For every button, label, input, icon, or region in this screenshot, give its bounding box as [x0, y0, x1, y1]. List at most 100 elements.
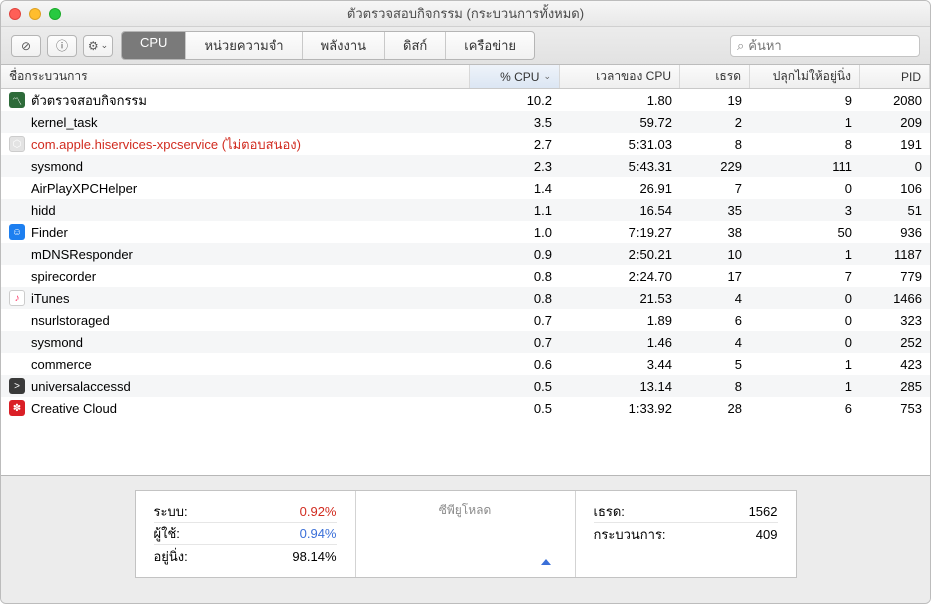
cell-idlewake: 111: [750, 159, 860, 174]
cell-idlewake: 0: [750, 181, 860, 196]
cell-cpu: 10.2: [470, 93, 560, 108]
process-table: ชื่อกระบวนการ % CPU ⌄ เวลาของ CPU เธรด ป…: [1, 65, 930, 475]
table-row[interactable]: sysmond0.71.4640252: [1, 331, 930, 353]
col-pid[interactable]: PID: [860, 65, 930, 88]
cell-idlewake: 0: [750, 313, 860, 328]
table-row[interactable]: nsurlstoraged0.71.8960323: [1, 309, 930, 331]
process-icon: [9, 334, 25, 350]
cell-cpu: 0.7: [470, 313, 560, 328]
table-row[interactable]: AirPlayXPCHelper1.426.9170106: [1, 177, 930, 199]
search-field[interactable]: ⌕: [730, 35, 920, 57]
process-name-text: sysmond: [31, 335, 83, 350]
threads-label: เธรด:: [594, 501, 625, 522]
tab-2[interactable]: พลังงาน: [303, 32, 385, 59]
cell-cpu: 0.6: [470, 357, 560, 372]
cell-cpu: 0.9: [470, 247, 560, 262]
col-cpu-percent[interactable]: % CPU ⌄: [470, 65, 560, 88]
graph-title: ซีพียูโหลด: [439, 501, 492, 520]
cell-time: 1.89: [560, 313, 680, 328]
table-row[interactable]: ⬡com.apple.hiservices-xpcservice (ไม่ตอบ…: [1, 133, 930, 155]
process-icon: [9, 158, 25, 174]
table-row[interactable]: kernel_task3.559.7221209: [1, 111, 930, 133]
process-icon: [9, 356, 25, 372]
cell-time: 3.44: [560, 357, 680, 372]
idle-value: 98.14%: [292, 549, 336, 564]
table-row[interactable]: sysmond2.35:43.312291110: [1, 155, 930, 177]
table-row[interactable]: ✽Creative Cloud0.51:33.92286753: [1, 397, 930, 419]
cell-idlewake: 8: [750, 137, 860, 152]
cell-idlewake: 0: [750, 291, 860, 306]
cell-process-name: commerce: [1, 356, 470, 372]
table-row[interactable]: commerce0.63.4451423: [1, 353, 930, 375]
cell-idlewake: 1: [750, 379, 860, 394]
search-input[interactable]: [748, 38, 924, 53]
col-threads[interactable]: เธรด: [680, 65, 750, 88]
cell-process-name: spirecorder: [1, 268, 470, 284]
cell-threads: 8: [680, 379, 750, 394]
cell-cpu: 1.1: [470, 203, 560, 218]
process-name-text: universalaccessd: [31, 379, 131, 394]
tab-3[interactable]: ดิสก์: [385, 32, 446, 59]
cell-idlewake: 0: [750, 335, 860, 350]
cell-threads: 229: [680, 159, 750, 174]
table-row[interactable]: hidd1.116.5435351: [1, 199, 930, 221]
process-name-text: Finder: [31, 225, 68, 240]
stop-process-button[interactable]: ⊘: [11, 35, 41, 57]
cell-idlewake: 1: [750, 357, 860, 372]
idle-label: อยู่นิ่ง:: [154, 546, 188, 567]
process-name-text: commerce: [31, 357, 92, 372]
cell-threads: 6: [680, 313, 750, 328]
cell-time: 7:19.27: [560, 225, 680, 240]
table-row[interactable]: >universalaccessd0.513.1481285: [1, 375, 930, 397]
zoom-icon[interactable]: [49, 8, 61, 20]
search-icon: ⌕: [737, 38, 744, 54]
cell-threads: 28: [680, 401, 750, 416]
cell-idlewake: 50: [750, 225, 860, 240]
cell-time: 59.72: [560, 115, 680, 130]
table-row[interactable]: ☺︎Finder1.07:19.273850936: [1, 221, 930, 243]
footer: ระบบ: 0.92% ผู้ใช้: 0.94% อยู่นิ่ง: 98.1…: [1, 475, 930, 603]
cell-time: 21.53: [560, 291, 680, 306]
system-value: 0.92%: [300, 504, 337, 519]
cell-threads: 38: [680, 225, 750, 240]
cell-cpu: 0.5: [470, 379, 560, 394]
table-row[interactable]: spirecorder0.82:24.70177779: [1, 265, 930, 287]
window-title: ตัวตรวจสอบกิจกรรม (กระบวนการทั้งหมด): [61, 3, 870, 24]
cell-time: 2:24.70: [560, 269, 680, 284]
process-icon: [9, 180, 25, 196]
cell-idlewake: 1: [750, 115, 860, 130]
summary-counts: เธรด: 1562 กระบวนการ: 409: [576, 491, 796, 577]
tab-1[interactable]: หน่วยความจำ: [186, 32, 302, 59]
process-icon: ♪: [9, 290, 25, 306]
cell-threads: 17: [680, 269, 750, 284]
cpu-summary-panel: ระบบ: 0.92% ผู้ใช้: 0.94% อยู่นิ่ง: 98.1…: [135, 490, 797, 578]
col-cpu-time[interactable]: เวลาของ CPU: [560, 65, 680, 88]
col-idle-wake[interactable]: ปลุกไม่ให้อยู่นิ่ง: [750, 65, 860, 88]
process-icon: ⬡: [9, 136, 25, 152]
col-process-name[interactable]: ชื่อกระบวนการ: [1, 65, 470, 88]
process-name-text: ตัวตรวจสอบกิจกรรม: [31, 90, 147, 111]
cell-pid: 191: [860, 137, 930, 152]
traffic-lights: [9, 8, 61, 20]
cell-time: 1:33.92: [560, 401, 680, 416]
inspect-process-button[interactable]: ⓘ: [47, 35, 77, 57]
tab-0[interactable]: CPU: [122, 32, 186, 59]
tab-4[interactable]: เครือข่าย: [446, 32, 534, 59]
chevron-down-icon: ⌄: [101, 40, 109, 51]
minimize-icon[interactable]: [29, 8, 41, 20]
table-row[interactable]: mDNSResponder0.92:50.211011187: [1, 243, 930, 265]
cell-process-name: >universalaccessd: [1, 378, 470, 394]
options-button[interactable]: ⚙︎ ⌄: [83, 35, 113, 57]
cell-process-name: sysmond: [1, 334, 470, 350]
close-icon[interactable]: [9, 8, 21, 20]
table-row[interactable]: ♪iTunes0.821.53401466: [1, 287, 930, 309]
system-label: ระบบ:: [154, 501, 188, 522]
user-label: ผู้ใช้:: [154, 523, 180, 544]
cell-pid: 779: [860, 269, 930, 284]
table-row[interactable]: 〽︎ตัวตรวจสอบกิจกรรม10.21.801992080: [1, 89, 930, 111]
toolbar: ⊘ ⓘ ⚙︎ ⌄ CPUหน่วยความจำพลังงานดิสก์เครือ…: [1, 27, 930, 65]
process-icon: ✽: [9, 400, 25, 416]
process-icon: [9, 246, 25, 262]
cell-cpu: 0.5: [470, 401, 560, 416]
cell-time: 5:43.31: [560, 159, 680, 174]
